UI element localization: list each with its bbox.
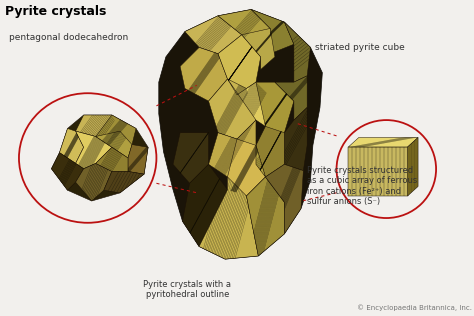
Polygon shape bbox=[96, 131, 132, 158]
Polygon shape bbox=[256, 126, 284, 177]
Polygon shape bbox=[199, 177, 258, 259]
Polygon shape bbox=[96, 115, 136, 147]
Polygon shape bbox=[348, 137, 418, 147]
Polygon shape bbox=[173, 133, 209, 183]
Polygon shape bbox=[128, 145, 148, 174]
Text: striated pyrite cube: striated pyrite cube bbox=[315, 43, 405, 52]
Polygon shape bbox=[51, 115, 148, 201]
Polygon shape bbox=[242, 28, 275, 70]
Polygon shape bbox=[159, 9, 322, 259]
Polygon shape bbox=[228, 79, 275, 126]
Polygon shape bbox=[75, 115, 120, 137]
Polygon shape bbox=[348, 147, 408, 196]
Polygon shape bbox=[408, 137, 418, 196]
Polygon shape bbox=[284, 107, 307, 171]
Polygon shape bbox=[218, 9, 270, 47]
Text: pentagonal dodecahedron: pentagonal dodecahedron bbox=[9, 33, 129, 42]
Polygon shape bbox=[256, 82, 294, 139]
Polygon shape bbox=[209, 79, 256, 139]
Polygon shape bbox=[218, 35, 261, 95]
Polygon shape bbox=[275, 76, 307, 120]
Text: Pyrite crystals: Pyrite crystals bbox=[5, 5, 106, 18]
Text: Pyrite crystals with a
pyritohedral outline: Pyrite crystals with a pyritohedral outl… bbox=[143, 280, 231, 299]
Polygon shape bbox=[180, 47, 228, 101]
Polygon shape bbox=[246, 177, 284, 256]
Polygon shape bbox=[256, 145, 265, 177]
Polygon shape bbox=[209, 120, 256, 177]
Text: Pyrite crystals structured
as a cubic array of ferrous
iron cations (Fe²⁺) and
s: Pyrite crystals structured as a cubic ar… bbox=[307, 166, 418, 206]
Polygon shape bbox=[104, 171, 144, 193]
Polygon shape bbox=[75, 163, 112, 201]
Polygon shape bbox=[60, 128, 83, 163]
Polygon shape bbox=[228, 139, 265, 196]
Text: © Encyclopaedia Britannica, Inc.: © Encyclopaedia Britannica, Inc. bbox=[356, 305, 472, 311]
Polygon shape bbox=[185, 16, 242, 54]
Polygon shape bbox=[75, 131, 112, 169]
Polygon shape bbox=[96, 147, 128, 171]
Polygon shape bbox=[284, 22, 310, 82]
Polygon shape bbox=[182, 164, 228, 246]
Polygon shape bbox=[265, 164, 303, 234]
Polygon shape bbox=[51, 153, 83, 190]
Polygon shape bbox=[251, 9, 294, 54]
